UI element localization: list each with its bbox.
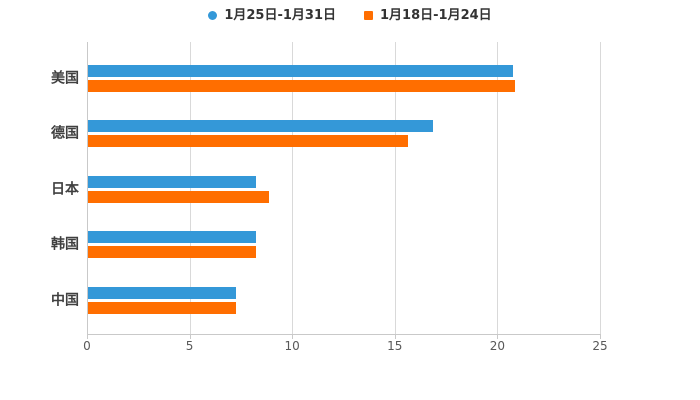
category-label-1: 美国: [51, 70, 79, 87]
gridline-x-20: [497, 42, 499, 334]
bar-韩国-series-2: [88, 246, 257, 258]
bar-韩国-series-1: [88, 231, 257, 243]
gridline-x-10: [292, 42, 294, 334]
category-label-5: 中国: [51, 292, 79, 309]
x-tick-mark-25: [600, 334, 601, 339]
bar-日本-series-2: [88, 190, 269, 203]
category-label-4: 韩国: [51, 236, 79, 253]
bar-德国-series-2: [88, 135, 409, 147]
x-tick-mark-15: [394, 334, 396, 339]
category-label-2: 德国: [51, 125, 79, 142]
bar-日本-series-1: [88, 175, 257, 188]
x-tick-mark-10: [292, 334, 294, 339]
legend-circle-marker-icon: [208, 10, 218, 20]
gridline-x-15: [394, 42, 396, 334]
x-tick-label: 25: [592, 339, 608, 353]
legend-square-marker-icon: [364, 10, 373, 20]
x-tick-mark-5: [189, 334, 191, 339]
bar-中国-series-2: [88, 301, 236, 314]
legend-item-1[interactable]: 1月25日-1月31日: [208, 9, 336, 22]
category-label-3: 日本: [51, 181, 79, 198]
x-axis-line: [87, 334, 600, 335]
legend-label: 1月25日-1月31日: [224, 7, 336, 23]
y-axis-line: [87, 42, 88, 334]
gridline-x-5: [189, 42, 191, 334]
x-tick-label: 5: [185, 339, 194, 353]
x-tick-mark-20: [497, 334, 499, 339]
bar-中国-series-1: [88, 286, 236, 299]
bar-德国-series-1: [88, 120, 433, 132]
bar-美国-series-1: [88, 64, 513, 77]
x-tick-mark-0: [87, 334, 88, 339]
x-tick-label: 10: [284, 339, 300, 353]
bar-美国-series-2: [88, 79, 515, 92]
legend-label: 1月18日-1月24日: [380, 7, 492, 23]
legend-item-2[interactable]: 1月18日-1月24日: [364, 9, 492, 22]
chart-legend: 1月25日-1月31日 1月18日-1月24日: [0, 4, 700, 26]
x-tick-label: 15: [387, 339, 403, 353]
gridline-x-25: [600, 42, 601, 334]
x-tick-label: 0: [83, 339, 91, 353]
x-tick-label: 20: [489, 339, 506, 353]
